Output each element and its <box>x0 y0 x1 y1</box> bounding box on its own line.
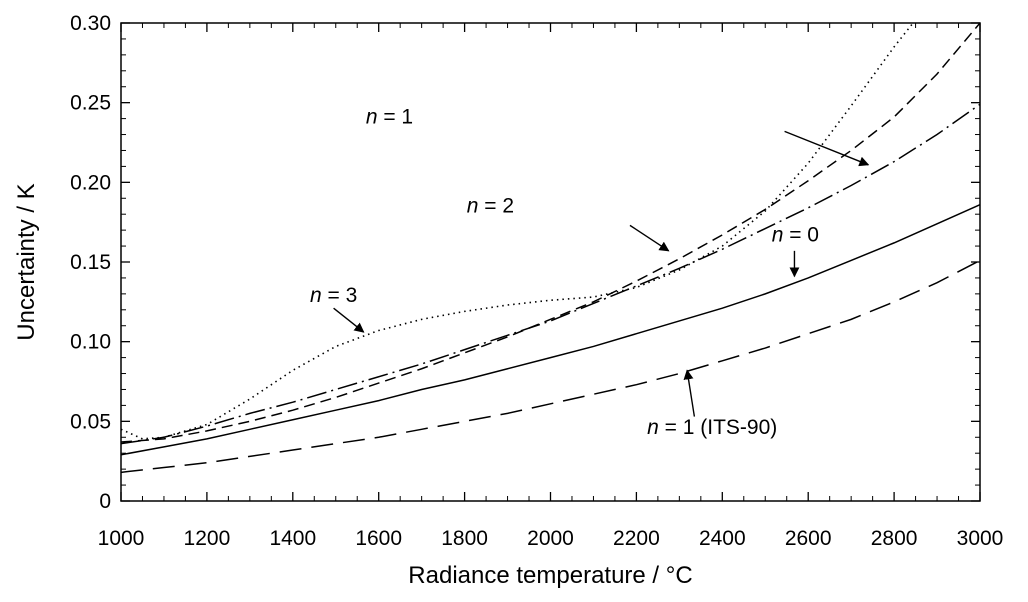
x-tick-label: 2000 <box>527 527 574 550</box>
annotation-label: n = 1 <box>366 105 413 128</box>
annotation-arrow <box>333 307 365 333</box>
x-tick-label: 2400 <box>699 527 746 550</box>
x-tick-label: 2600 <box>785 527 832 550</box>
annotation-arrow <box>784 130 870 167</box>
x-tick-label: 3000 <box>957 527 1004 550</box>
plot-area-frame <box>120 22 981 502</box>
annotation-label: n = 0 <box>772 223 819 246</box>
x-tick-label: 1400 <box>269 527 316 550</box>
series-line-n-0 <box>121 203 980 456</box>
annotation-arrow <box>683 369 696 417</box>
y-tick-label: 0.20 <box>70 171 111 194</box>
series-line-n-1-its-90 <box>121 259 980 474</box>
x-tick-label: 1600 <box>355 527 402 550</box>
x-tick-label: 2200 <box>613 527 660 550</box>
series-line-n-1 <box>121 103 980 445</box>
annotation-label: n = 3 <box>310 284 357 307</box>
annotation-label: n = 1 (ITS-90) <box>647 416 777 439</box>
x-axis-title: Radiance temperature / °C <box>408 562 692 589</box>
series-layer <box>121 23 980 474</box>
annotation-layer: n = 1 n = 2 n = 3 n = 0 n = 1 (ITS-90) <box>310 105 870 439</box>
y-tick-label: 0 <box>99 490 111 513</box>
y-tick-label: 0.25 <box>70 92 111 115</box>
annotation-arrow <box>629 224 670 252</box>
x-tick-label: 1800 <box>441 527 488 550</box>
x-tick-label: 2800 <box>871 527 918 550</box>
annotation-label: n = 2 <box>467 195 514 218</box>
x-tick-label: 1200 <box>184 527 231 550</box>
y-tick-label: 0.10 <box>70 331 111 354</box>
y-axis-title: Uncertainty / K <box>13 183 40 340</box>
y-tick-label: 0.30 <box>70 12 111 35</box>
ticks-layer: 1000 1200 1400 1600 1800 2000 2200 2400 2600 2800… <box>70 12 1003 550</box>
y-tick-label: 0.05 <box>70 410 111 433</box>
series-line-n-2 <box>121 23 980 443</box>
y-tick-label: 0.15 <box>70 251 111 274</box>
x-tick-label: 1000 <box>98 527 145 550</box>
